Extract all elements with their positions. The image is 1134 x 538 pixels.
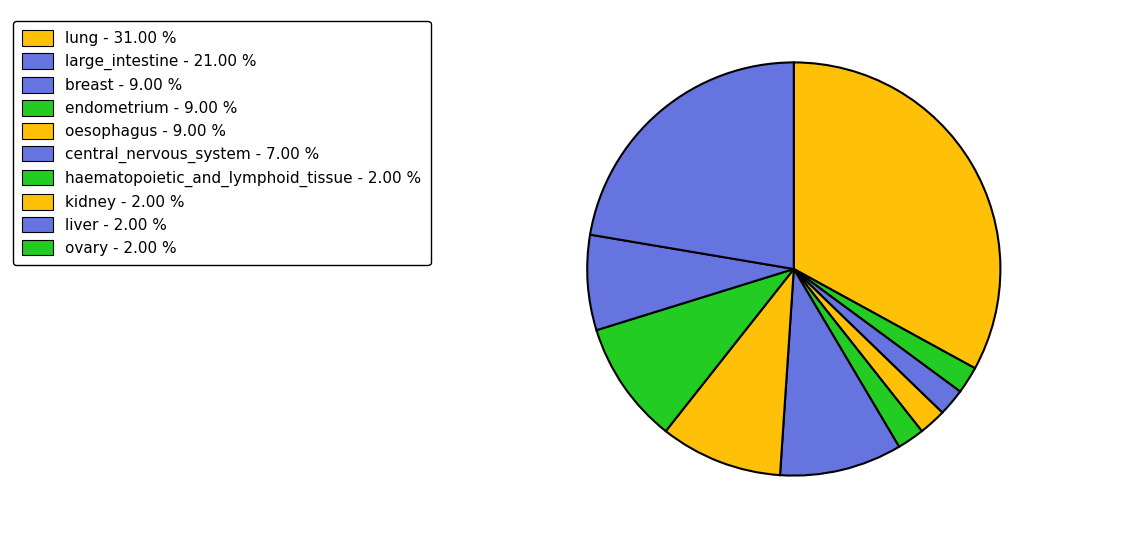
Wedge shape (794, 269, 975, 392)
Wedge shape (666, 269, 794, 475)
Wedge shape (590, 62, 794, 269)
Wedge shape (780, 269, 899, 476)
Wedge shape (794, 269, 942, 431)
Wedge shape (794, 269, 922, 447)
Wedge shape (794, 62, 1000, 369)
Wedge shape (794, 269, 960, 413)
Wedge shape (596, 269, 794, 431)
Legend: lung - 31.00 %, large_intestine - 21.00 %, breast - 9.00 %, endometrium - 9.00 %: lung - 31.00 %, large_intestine - 21.00 … (14, 21, 431, 265)
Wedge shape (587, 235, 794, 330)
